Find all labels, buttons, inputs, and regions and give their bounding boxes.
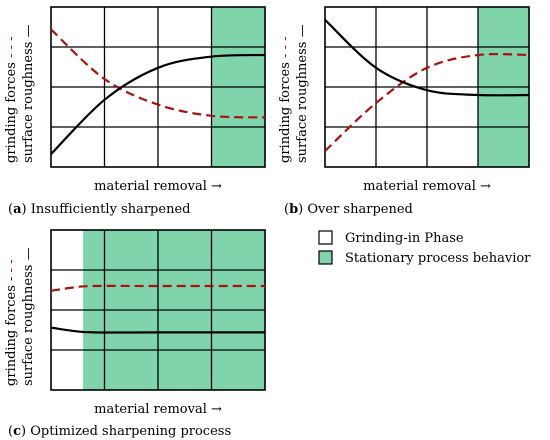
panel-c: grinding forces - - - surface roughness … <box>4 229 266 439</box>
ylabel-roughness: surface roughness <box>21 42 36 163</box>
grinding-forces-curve <box>50 28 266 119</box>
surface-roughness-curve <box>50 53 266 155</box>
ylabel-roughness: surface roughness <box>295 42 310 163</box>
forces-dash-key: - - - <box>278 32 293 58</box>
grinding-forces-curve <box>324 52 530 152</box>
x-axis-label: material removal → <box>94 179 222 194</box>
caption-text: Optimized sharpening process <box>30 424 231 439</box>
grid <box>50 6 266 168</box>
forces-dash-key: - - - <box>4 255 19 281</box>
plot-frame <box>50 6 266 168</box>
panel-caption: (a) Insufficiently sharpened <box>8 202 190 217</box>
roughness-line-key: — <box>21 24 36 37</box>
ylabel-forces: grinding forces <box>4 62 19 163</box>
y-axis-label: grinding forces - - - surface roughness … <box>4 247 36 386</box>
panel-b: grinding forces - - - surface roughness … <box>278 6 530 217</box>
ylabel-forces: grinding forces <box>4 285 19 386</box>
x-axis-label: material removal → <box>363 179 491 194</box>
legend-swatch-grinding-in <box>318 230 333 245</box>
x-axis-label: material removal → <box>94 402 222 417</box>
surface-roughness-curve <box>50 326 265 334</box>
forces-dash-key: - - - <box>4 32 19 58</box>
legend-swatch-stationary <box>318 250 333 265</box>
caption-text: Over sharpened <box>307 202 412 217</box>
panel-letter: b <box>289 202 298 217</box>
legend-label-stationary: Stationary process behavior <box>345 251 531 266</box>
roughness-line-key: — <box>21 247 36 260</box>
plot-frame <box>324 6 530 168</box>
grid <box>50 229 266 391</box>
ylabel-forces: grinding forces <box>278 62 293 163</box>
panel-letter: a <box>13 202 22 217</box>
y-axis-label: grinding forces - - - surface roughness … <box>4 24 36 163</box>
panel-caption: (c) Optimized sharpening process <box>8 424 231 439</box>
panel-letter: c <box>13 424 21 439</box>
legend-label-grinding-in: Grinding-in Phase <box>345 231 464 246</box>
panel-a: grinding forces - - - surface roughness … <box>4 6 266 217</box>
y-axis-label: grinding forces - - - surface roughness … <box>278 24 310 163</box>
grinding-forces-curve <box>50 284 265 292</box>
roughness-line-key: — <box>295 24 310 37</box>
legend: Grinding-in Phase Stationary process beh… <box>318 230 531 266</box>
plot-frame <box>50 229 266 391</box>
grid <box>324 6 530 168</box>
ylabel-roughness: surface roughness <box>21 265 36 386</box>
caption-text: Insufficiently sharpened <box>31 202 191 217</box>
surface-roughness-curve <box>324 18 530 97</box>
panel-caption: (b) Over sharpened <box>284 202 413 217</box>
